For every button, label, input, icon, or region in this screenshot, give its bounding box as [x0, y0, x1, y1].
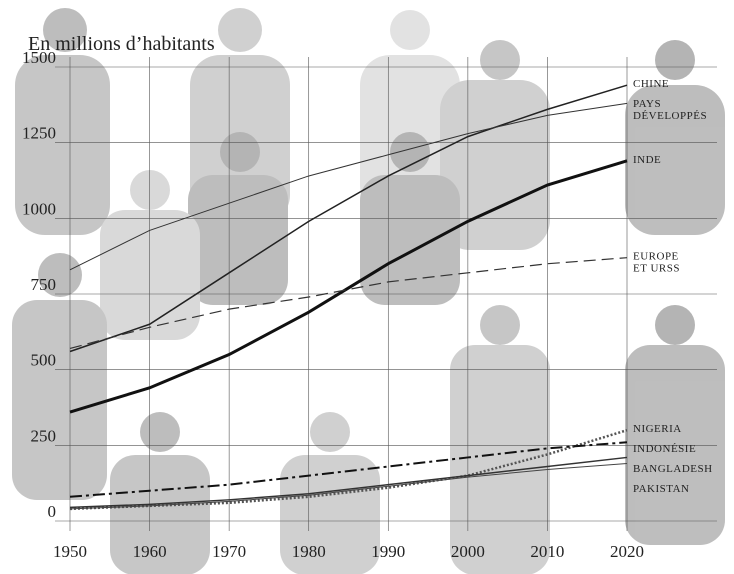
- legend-label: PAYS DÉVELOPPÉS: [633, 98, 707, 122]
- legend-label: BANGLADESH: [633, 463, 713, 475]
- legend-label-line: DÉVELOPPÉS: [633, 110, 707, 122]
- x-tick-label: 1950: [53, 542, 87, 561]
- x-tick-label: 1960: [133, 542, 167, 561]
- x-tick-label: 2010: [530, 542, 564, 561]
- background-figures: [12, 8, 725, 574]
- legend-label-line: PAYS: [633, 98, 661, 110]
- y-tick-label: 750: [31, 275, 57, 294]
- y-tick-label: 0: [48, 502, 57, 521]
- x-tick-label: 1980: [292, 542, 326, 561]
- legend-label: NIGERIA: [633, 423, 682, 435]
- y-tick-label: 500: [31, 351, 57, 370]
- series-line: [69, 456, 628, 509]
- legend-label-line: ET URSS: [633, 263, 680, 275]
- y-tick-label: 1500: [22, 48, 56, 67]
- x-tick-label: 1990: [371, 542, 405, 561]
- x-tick-label: 1970: [212, 542, 246, 561]
- series-line: [69, 102, 628, 271]
- legend-label: PAKISTAN: [633, 483, 690, 495]
- legend-label: INDE: [633, 154, 661, 166]
- series-line: [69, 462, 628, 510]
- chart-title: En millions d’habitants: [28, 33, 215, 55]
- y-tick-label: 1250: [22, 124, 56, 143]
- series-line: [69, 84, 628, 353]
- series-line: [69, 441, 628, 498]
- series-line: [69, 159, 628, 414]
- legend-label: CHINE: [633, 78, 669, 90]
- x-tick-label: 2020: [610, 542, 644, 561]
- y-tick-label: 1000: [22, 199, 56, 218]
- y-tick-label: 250: [31, 426, 57, 445]
- x-tick-label: 2000: [451, 542, 485, 561]
- legend-label: EUROPE ET URSS: [633, 251, 680, 275]
- series-line: [69, 257, 628, 350]
- legend-label-line: EUROPE: [633, 251, 679, 263]
- legend-label: INDONÉSIE: [633, 443, 696, 455]
